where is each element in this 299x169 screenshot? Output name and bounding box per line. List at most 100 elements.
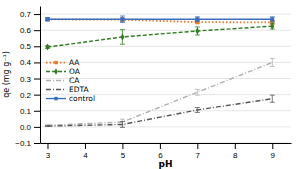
tick-mark	[34, 95, 40, 96]
tick-mark	[160, 143, 161, 149]
tick-label: 0.3	[20, 75, 32, 84]
x-axis-title: pH	[159, 159, 173, 169]
tick: 0.5	[20, 42, 40, 51]
tick-label: 0.2	[20, 91, 32, 100]
y-axis-title: qe (mg g⁻¹)	[2, 51, 11, 98]
tick-mark	[34, 111, 40, 112]
tick-label: 0.4	[20, 58, 32, 67]
legend-label: EDTA	[69, 85, 90, 94]
marker	[45, 44, 49, 51]
error-bar	[270, 17, 275, 22]
tick: 9	[271, 143, 276, 160]
tick-label: 0.6	[20, 26, 32, 35]
tick-label: −0.1	[15, 139, 31, 148]
grid-line	[40, 110, 291, 111]
tick-mark	[34, 14, 40, 15]
marker	[45, 17, 49, 21]
y-axis: −0.1 0.0 0.1 0.2 0.3 0.4 0.5 0.6 0.7	[15, 7, 40, 149]
legend-label: control	[69, 94, 95, 103]
error-bar	[120, 16, 125, 22]
grid-line	[40, 30, 291, 31]
legend: AAOACAEDTAcontrol	[46, 58, 95, 103]
legend-marker	[54, 97, 57, 100]
tick: −0.1	[15, 139, 40, 148]
line	[47, 19, 272, 22]
tick-mark	[34, 127, 40, 128]
legend-item: AA	[46, 58, 80, 67]
marker	[45, 17, 49, 21]
legend-item: EDTA	[46, 85, 90, 94]
tick: 3	[46, 143, 51, 160]
tick-label: 0.1	[20, 107, 32, 116]
error-bar	[120, 18, 125, 21]
tick-mark	[34, 46, 40, 47]
grid-line	[40, 46, 291, 47]
legend-label: OA	[69, 67, 81, 76]
tick: 0.4	[20, 58, 40, 67]
grid-line	[40, 126, 291, 127]
tick: 0.2	[20, 91, 40, 100]
tick: 4	[83, 143, 88, 160]
tick: 0.1	[20, 107, 40, 116]
tick: 5	[121, 143, 126, 160]
tick-mark	[235, 143, 236, 149]
tick: 0.0	[20, 123, 40, 132]
tick-mark	[34, 143, 40, 144]
tick: 0.3	[20, 75, 40, 84]
tick-mark	[122, 143, 123, 149]
legend-item: control	[46, 94, 95, 103]
series	[45, 16, 275, 22]
tick-label: 8	[233, 151, 238, 160]
tick-mark	[34, 62, 40, 63]
marker	[270, 17, 274, 21]
axis-line	[41, 143, 292, 144]
tick-label: 0.7	[20, 10, 32, 19]
tick-mark	[34, 30, 40, 31]
tick-mark	[34, 79, 40, 80]
error-bar	[195, 17, 200, 22]
tick-label: 7	[196, 151, 201, 160]
legend-item: OA	[46, 67, 81, 76]
legend-marker	[54, 68, 58, 74]
plot: 3 4 5 6 7 8 9 −0.1 0.0 0.1 0.2 0.3 0.4 0.5 0.6 0.7 AAOAC…	[15, 7, 291, 160]
error-bar	[45, 18, 50, 21]
tick-label: 3	[46, 151, 51, 160]
legend-swatch	[46, 80, 66, 81]
series	[45, 95, 275, 127]
axis-line	[40, 7, 41, 144]
tick: 8	[233, 143, 238, 160]
chart: 3 4 5 6 7 8 9 −0.1 0.0 0.1 0.2 0.3 0.4 0.5 0.6 0.7 AAOAC…	[0, 0, 299, 169]
data-marks	[45, 16, 275, 127]
tick: 7	[196, 143, 201, 160]
tick-label: 9	[271, 151, 276, 160]
tick: 6	[158, 143, 163, 160]
marker	[270, 23, 274, 30]
series	[45, 23, 275, 51]
series	[45, 58, 275, 125]
tick-label: 0.0	[20, 123, 32, 132]
error-bar	[195, 27, 200, 35]
grid-line	[40, 143, 291, 144]
legend-marker	[54, 61, 57, 64]
tick-label: 4	[83, 151, 88, 160]
marker	[195, 17, 199, 21]
tick-mark	[85, 143, 86, 149]
tick: 0.6	[20, 26, 40, 35]
marker	[120, 18, 124, 22]
line	[47, 19, 272, 20]
grid	[40, 14, 291, 143]
legend-swatch	[46, 62, 66, 64]
legend-item: CA	[46, 76, 80, 85]
grid-line	[40, 14, 291, 15]
marker	[195, 28, 199, 35]
error-bar	[270, 23, 275, 29]
tick-mark	[47, 143, 48, 149]
tick-mark	[197, 143, 198, 149]
x-axis: 3 4 5 6 7 8 9	[41, 143, 292, 160]
marker	[120, 33, 124, 40]
legend-label: AA	[69, 58, 80, 67]
legend-label: CA	[69, 76, 80, 85]
legend-swatch	[46, 89, 66, 90]
tick-label: 5	[121, 151, 126, 160]
marker	[120, 17, 124, 21]
